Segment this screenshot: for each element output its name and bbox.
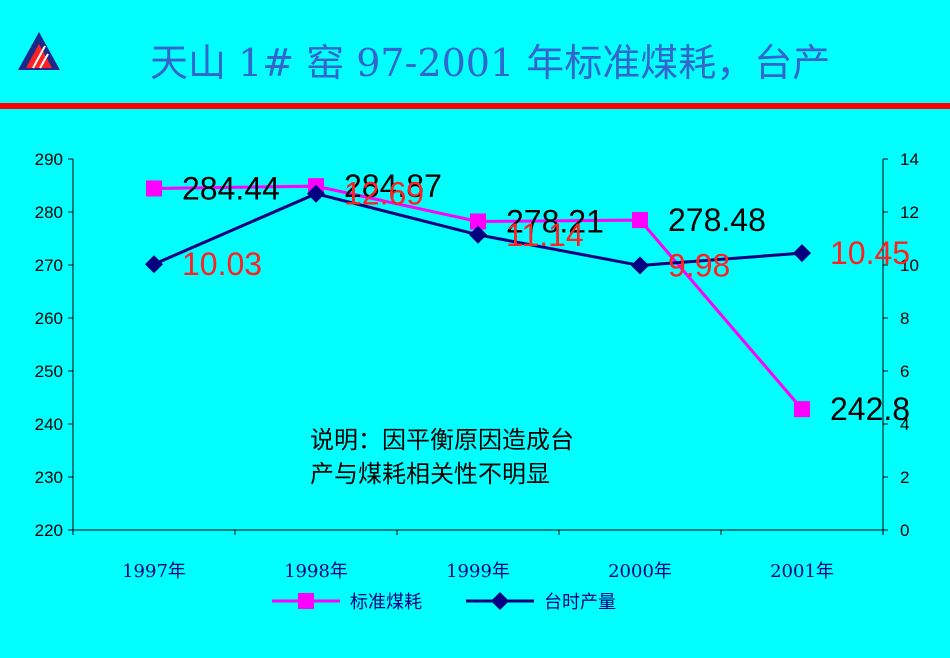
y-right-tick-label: 6: [900, 362, 909, 381]
data-label: 242.8: [830, 391, 910, 427]
data-point: [146, 180, 162, 197]
legend-label: 台时产量: [544, 592, 616, 613]
y-right-tick-label: 2: [900, 468, 909, 487]
data-label: 284.44: [182, 170, 280, 206]
y-left-tick-label: 290: [35, 150, 63, 169]
y-right-tick-label: 12: [900, 203, 919, 222]
data-label: 10.45: [830, 235, 910, 271]
data-point: [793, 244, 811, 263]
data-point: [631, 256, 649, 275]
x-tick-label: 2001年: [770, 561, 834, 582]
annotation-text: 产与煤耗相关性不明显: [310, 460, 550, 488]
data-label: 278.48: [668, 202, 766, 238]
y-right-tick-label: 10: [900, 256, 919, 275]
data-point: [145, 255, 163, 274]
data-point: [469, 225, 487, 244]
data-label: 9.98: [668, 248, 730, 284]
legend-marker: [298, 593, 314, 609]
y-left-tick-label: 230: [35, 468, 63, 487]
x-tick-label: 2000年: [608, 561, 672, 582]
x-tick-label: 1997年: [122, 561, 186, 582]
y-right-tick-label: 8: [900, 309, 909, 328]
page-title: 天山 1# 窑 97-2001 年标准煤耗，台产: [150, 41, 831, 85]
data-label: 12.69: [344, 176, 424, 212]
data-label: 284.87: [344, 168, 442, 204]
y-left-tick-label: 220: [35, 521, 63, 540]
data-point: [794, 401, 810, 418]
x-tick-label: 1998年: [284, 561, 348, 582]
annotation-text: 说明：因平衡原因造成台: [310, 426, 574, 454]
data-point: [470, 213, 486, 230]
y-left-tick-label: 250: [35, 362, 63, 381]
y-right-tick-label: 4: [900, 415, 909, 434]
y-right-tick-label: 14: [900, 150, 919, 169]
y-left-tick-label: 280: [35, 203, 63, 222]
x-tick-label: 1999年: [446, 561, 510, 582]
data-label: 10.03: [182, 246, 262, 282]
data-point: [632, 212, 648, 229]
y-left-tick-label: 260: [35, 309, 63, 328]
data-label: 278.21: [506, 203, 604, 239]
legend-marker: [491, 592, 509, 610]
data-point: [307, 184, 325, 203]
title-divider: [0, 103, 950, 109]
data-label: 11.14: [506, 217, 584, 253]
legend-label: 标准煤耗: [350, 592, 422, 613]
y-left-tick-label: 270: [35, 256, 63, 275]
y-right-tick-label: 0: [900, 521, 909, 540]
company-logo: [16, 30, 62, 76]
y-left-tick-label: 240: [35, 415, 63, 434]
